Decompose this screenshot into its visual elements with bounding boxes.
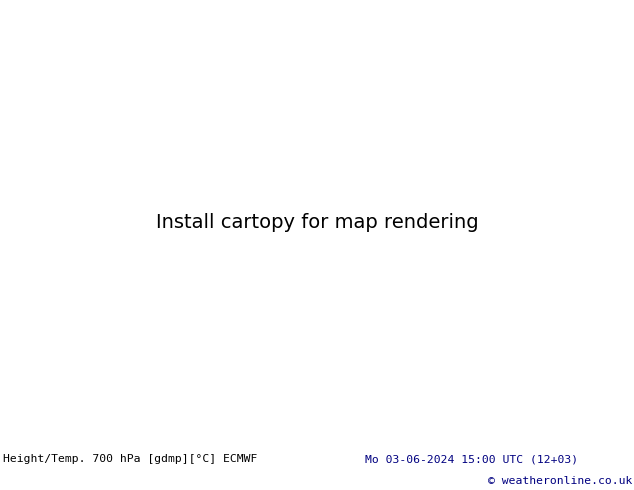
Text: Mo 03-06-2024 15:00 UTC (12+03): Mo 03-06-2024 15:00 UTC (12+03) — [365, 454, 578, 465]
Text: © weatheronline.co.uk: © weatheronline.co.uk — [488, 476, 633, 486]
Text: Height/Temp. 700 hPa [gdmp][°C] ECMWF: Height/Temp. 700 hPa [gdmp][°C] ECMWF — [3, 454, 257, 465]
Text: Install cartopy for map rendering: Install cartopy for map rendering — [156, 213, 478, 232]
